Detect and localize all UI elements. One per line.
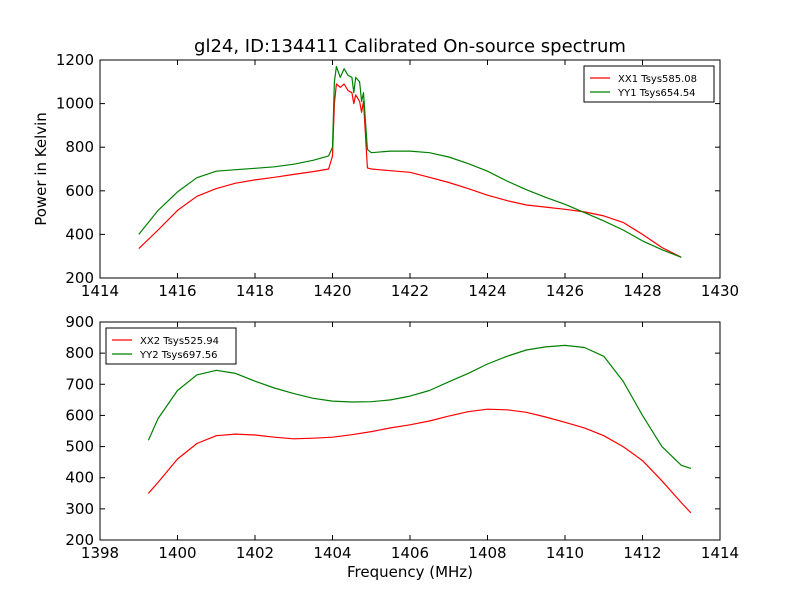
x-tick-label: 1410 [546,544,584,562]
y-axis-label: Power in Kelvin [32,112,50,226]
x-tick-label: 1422 [391,282,429,300]
y-tick-label: 600 [65,406,94,424]
y-tick-label: 200 [65,531,94,549]
x-tick-label: 1412 [623,544,661,562]
legend: XX2 Tsys525.94 YY2 Tsys697.56 [105,327,237,365]
legend-entry: YY1 Tsys654.54 [617,88,696,99]
y-tick-label: 900 [65,313,94,331]
x-tick-label: 1424 [468,282,506,300]
panel-bottom: 1398 1400 1402 1404 1406 1408 1410 1412 1414 200 3… [65,313,739,562]
x-tick-label: 1402 [236,544,274,562]
x-tick-label: 1416 [158,282,196,300]
x-tick-label: 1428 [623,282,661,300]
x-axis-label: Frequency (MHz) [347,563,473,581]
y-tick-label: 400 [65,225,94,243]
y-tick-label: 600 [65,182,94,200]
series-line-green [147,344,692,469]
x-tick-label: 1418 [236,282,274,300]
x-tick-label: 1408 [468,544,506,562]
y-tick-label: 800 [65,344,94,362]
x-tick-label: 1406 [391,544,429,562]
y-tick-label: 800 [65,138,94,156]
legend-box [583,65,715,103]
x-tick-label: 1414 [81,282,119,300]
legend: XX1 Tsys585.08 YY1 Tsys654.54 [583,65,715,103]
x-tick-label: 1414 [701,544,739,562]
y-tick-label: 1200 [56,51,94,69]
y-tick-label: 400 [65,469,94,487]
legend-entry: XX1 Tsys585.08 [618,74,697,85]
series-line-red [147,408,692,514]
x-tick-label: 1420 [313,282,351,300]
series-line-green [138,65,682,258]
legend-entry: YY2 Tsys697.56 [139,350,218,361]
chart-title: gl24, ID:134411 Calibrated On-source spe… [194,36,626,57]
y-tick-label: 700 [65,375,94,393]
x-tick-label: 1398 [81,544,119,562]
x-tick-label: 1426 [546,282,584,300]
series-line-red [138,83,682,258]
x-tick-label: 1404 [313,544,351,562]
x-tick-label: 1400 [158,544,196,562]
legend-entry: XX2 Tsys525.94 [140,336,219,347]
panel-top: 1414 1416 1418 1420 1422 1424 1426 1428 1430 200 4… [56,51,739,300]
x-tick-label: 1430 [701,282,739,300]
y-tick-label: 500 [65,438,94,456]
legend-box [105,327,237,365]
y-tick-label: 1000 [56,95,94,113]
y-tick-label: 200 [65,269,94,287]
y-tick-label: 300 [65,500,94,518]
